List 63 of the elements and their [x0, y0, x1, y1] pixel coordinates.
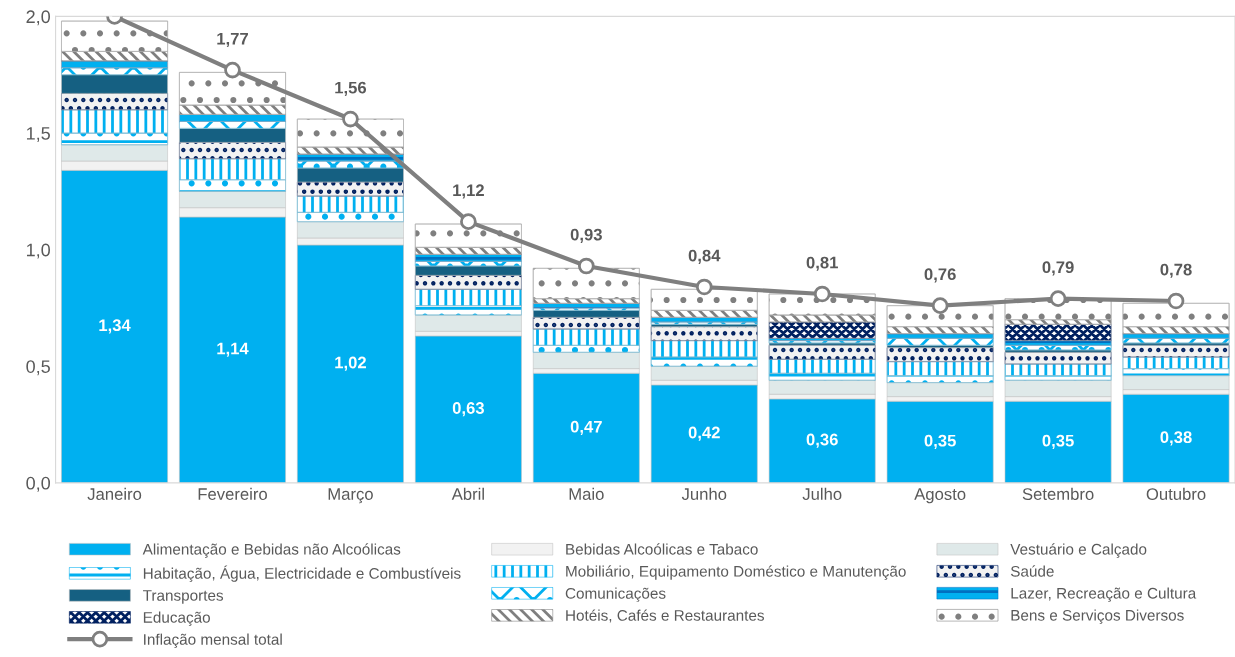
y-tick-label: 1,0 [26, 243, 51, 259]
x-tick-label: Abril [451, 487, 484, 500]
x-tick-label: Julho [802, 487, 842, 500]
data-label: 0,42 [688, 426, 720, 441]
legend-label: Bens e Serviços Diversos [1011, 609, 1184, 624]
x-tick-label: Setembro [1022, 487, 1094, 500]
x-tick-label: Janeiro [87, 487, 142, 500]
data-label: 1,77 [217, 32, 248, 47]
data-label: 0,38 [1160, 431, 1192, 446]
data-label: 0,35 [1042, 434, 1074, 449]
bar [1122, 393, 1230, 483]
legend-label: Vestuário e Calçado [1010, 543, 1147, 558]
x-tick-label: Maio [569, 487, 604, 500]
point [460, 213, 477, 231]
bar [650, 384, 758, 483]
point [695, 278, 713, 296]
x-tick-label: Março [328, 488, 373, 504]
legend-label: Alimentação e Bebidas não Alcoólicas [142, 543, 401, 558]
y-tick-label: 0,5 [26, 360, 50, 376]
data-label: 0,84 [688, 249, 721, 264]
legend-label: Hotéis, Cafés e Restaurantes [566, 609, 764, 623]
x-tick-label: Outubro [1146, 487, 1206, 500]
legend-label: Saúde [1010, 565, 1054, 577]
legend-label: Transportes [143, 590, 224, 604]
point [342, 110, 359, 128]
data-label: 0,76 [924, 268, 956, 283]
data-label: 0,78 [1160, 263, 1192, 278]
point [577, 257, 595, 275]
bar [1004, 400, 1112, 483]
y-tick-label: 1,5 [26, 127, 50, 142]
data-label: 1,12 [453, 184, 484, 199]
bar [886, 400, 994, 483]
bar [768, 398, 876, 483]
legend-label: Educação [143, 611, 210, 626]
data-label: 0,81 [806, 256, 838, 271]
legend-label: Mobiliário, Equipamento Doméstico e Manutenção [566, 565, 906, 580]
x-tick-label: Fevereiro [198, 487, 267, 500]
x-tick-label: Junho [681, 487, 727, 500]
point [813, 285, 831, 303]
legend-label: Inflação mensal total [144, 633, 282, 648]
legend-label: Lazer, Recreação e Cultura [1011, 587, 1197, 602]
legend-label: Bebidas Alcoólicas e Tabaco [566, 543, 758, 555]
legend-label: Habitação, Água, Electricidade e Combustíveis [143, 565, 461, 582]
data-label: 1,34 [99, 319, 131, 334]
point [224, 61, 241, 79]
x-tick-label: Agosto [914, 488, 966, 504]
data-label: 1,56 [335, 81, 367, 96]
y-tick-label: 2,0 [26, 10, 51, 26]
data-label: 0,63 [452, 402, 484, 417]
data-label: 0,35 [924, 434, 956, 449]
data-label: 1,14 [217, 342, 249, 357]
data-label: 0,47 [570, 420, 602, 435]
y-tick-label: 0,0 [26, 476, 51, 492]
data-label: 0,79 [1042, 261, 1074, 276]
point [1049, 290, 1067, 307]
bar [532, 372, 640, 483]
point [1167, 292, 1185, 310]
data-label: 1,02 [335, 356, 366, 371]
legend-label: Comunicações [565, 587, 666, 602]
point [931, 297, 949, 314]
data-label: 0,93 [570, 228, 602, 243]
data-label: 0,36 [806, 433, 838, 448]
bar [415, 335, 522, 483]
